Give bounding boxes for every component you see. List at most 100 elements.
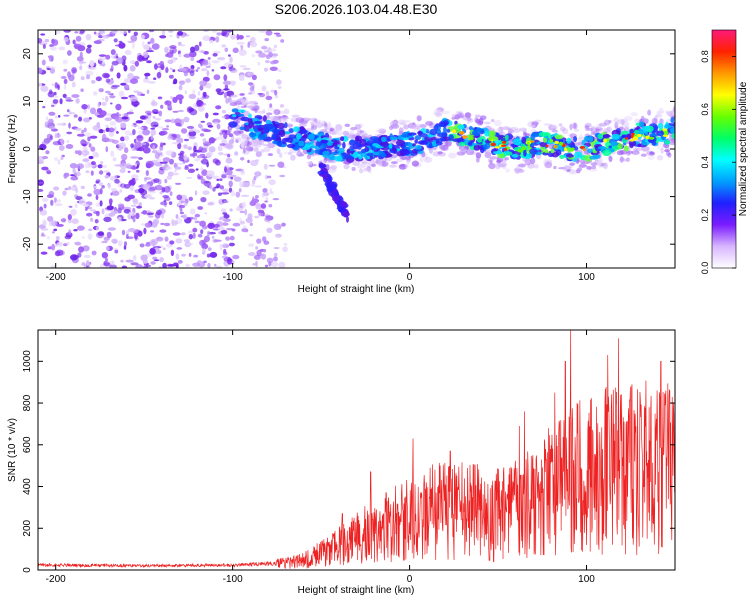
heatmap-cell [238, 74, 245, 81]
heatmap-cell [185, 176, 193, 179]
heatmap-cell [85, 260, 90, 267]
heatmap-cell [225, 97, 230, 104]
heatmap-cell [455, 114, 464, 118]
snr-x-ticks: -200 -100 0 100 [46, 330, 595, 585]
heatmap-cell [220, 192, 230, 195]
heatmap-cell [109, 95, 116, 99]
heatmap-cell [631, 150, 640, 155]
heatmap-cell [176, 194, 183, 201]
heatmap-cell [159, 161, 168, 164]
heatmap-cell [654, 115, 658, 122]
heatmap-cell [157, 126, 164, 129]
heatmap-cell [463, 150, 468, 153]
heatmap-cell [538, 131, 548, 137]
heatmap-cell [138, 157, 143, 160]
heatmap-cell [464, 112, 472, 119]
heatmap-cell [489, 130, 496, 138]
heatmap-cell [672, 105, 675, 113]
heatmap-cell [162, 194, 169, 199]
heatmap-cell [629, 142, 634, 149]
heatmap-cell [232, 254, 240, 260]
heatmap-cell [140, 254, 148, 261]
heatmap-cell [150, 37, 155, 44]
x-tick-label: 100 [578, 272, 595, 283]
heatmap-cell [149, 247, 156, 255]
heatmap-cell [477, 120, 483, 126]
heatmap-cell [51, 220, 58, 227]
heatmap-cell [215, 265, 223, 268]
heatmap-cell [160, 201, 168, 206]
heatmap-cell [115, 103, 122, 111]
heatmap-cell [255, 159, 260, 162]
heatmap-cell [323, 121, 327, 127]
heatmap-cell [262, 115, 267, 122]
heatmap-cell [587, 148, 593, 154]
heatmap-cell [334, 191, 340, 197]
heatmap-cell [223, 133, 228, 140]
heatmap-cell [493, 150, 503, 155]
heatmap-cell [107, 182, 112, 189]
heatmap-cell [239, 65, 247, 68]
heatmap-cell [146, 89, 150, 95]
heatmap-cell [243, 104, 247, 108]
heatmap-cell [568, 144, 576, 148]
heatmap-cell [255, 105, 260, 110]
heatmap-cell [152, 115, 156, 119]
heatmap-cell [241, 139, 248, 145]
heatmap-cell [218, 217, 227, 221]
heatmap-cell [629, 139, 635, 142]
heatmap-cell [67, 50, 72, 56]
heatmap-cell [148, 215, 154, 218]
heatmap-cell [225, 143, 234, 150]
heatmap-cell [205, 152, 214, 156]
heatmap-cell [189, 108, 198, 116]
heatmap-cell [307, 133, 315, 140]
heatmap-cell [267, 106, 275, 112]
heatmap-cell [119, 30, 128, 35]
heatmap-cell [216, 32, 222, 36]
heatmap-cell [114, 249, 119, 254]
heatmap-cell [435, 112, 442, 118]
heatmap-cell [140, 93, 145, 96]
heatmap-cell [109, 68, 114, 72]
heatmap-cell [220, 229, 228, 235]
heatmap-cell [169, 34, 173, 38]
heatmap-cell [51, 104, 55, 108]
heatmap-cell [263, 126, 270, 134]
heatmap-cell [67, 109, 70, 113]
heatmap-cell [648, 136, 655, 140]
heatmap-cell [414, 145, 422, 150]
heatmap-cell [112, 247, 119, 250]
heatmap-cell [265, 95, 273, 101]
heatmap-cell [468, 126, 473, 131]
heatmap-cell [47, 55, 54, 59]
heatmap-cell [272, 128, 280, 134]
heatmap-cell [355, 135, 362, 142]
heatmap-cell [83, 254, 91, 259]
y-tick-label: -20 [22, 237, 33, 252]
heatmap-cell [414, 139, 419, 144]
heatmap-cell [164, 119, 172, 123]
heatmap-cell [178, 68, 187, 72]
heatmap-cell [216, 178, 220, 181]
heatmap-cell [138, 54, 143, 62]
heatmap-cell [180, 232, 186, 236]
heatmap-cell [566, 169, 571, 172]
heatmap-cell [175, 122, 181, 127]
heatmap-cell [172, 232, 181, 236]
heatmap-cell [50, 265, 57, 268]
heatmap-cell [149, 186, 157, 191]
heatmap-cell [159, 257, 164, 263]
heatmap-cell [91, 250, 97, 256]
heatmap-cell [88, 228, 93, 232]
heatmap-cell [336, 206, 344, 211]
heatmap-cell [247, 159, 250, 164]
heatmap-cell [599, 122, 607, 127]
heatmap-cell [632, 136, 639, 141]
heatmap-cell [276, 148, 281, 155]
heatmap-cell [156, 71, 162, 79]
heatmap-cell [225, 236, 231, 241]
heatmap-cell [263, 240, 270, 245]
heatmap-cell [559, 141, 563, 146]
heatmap-cell [162, 142, 166, 146]
